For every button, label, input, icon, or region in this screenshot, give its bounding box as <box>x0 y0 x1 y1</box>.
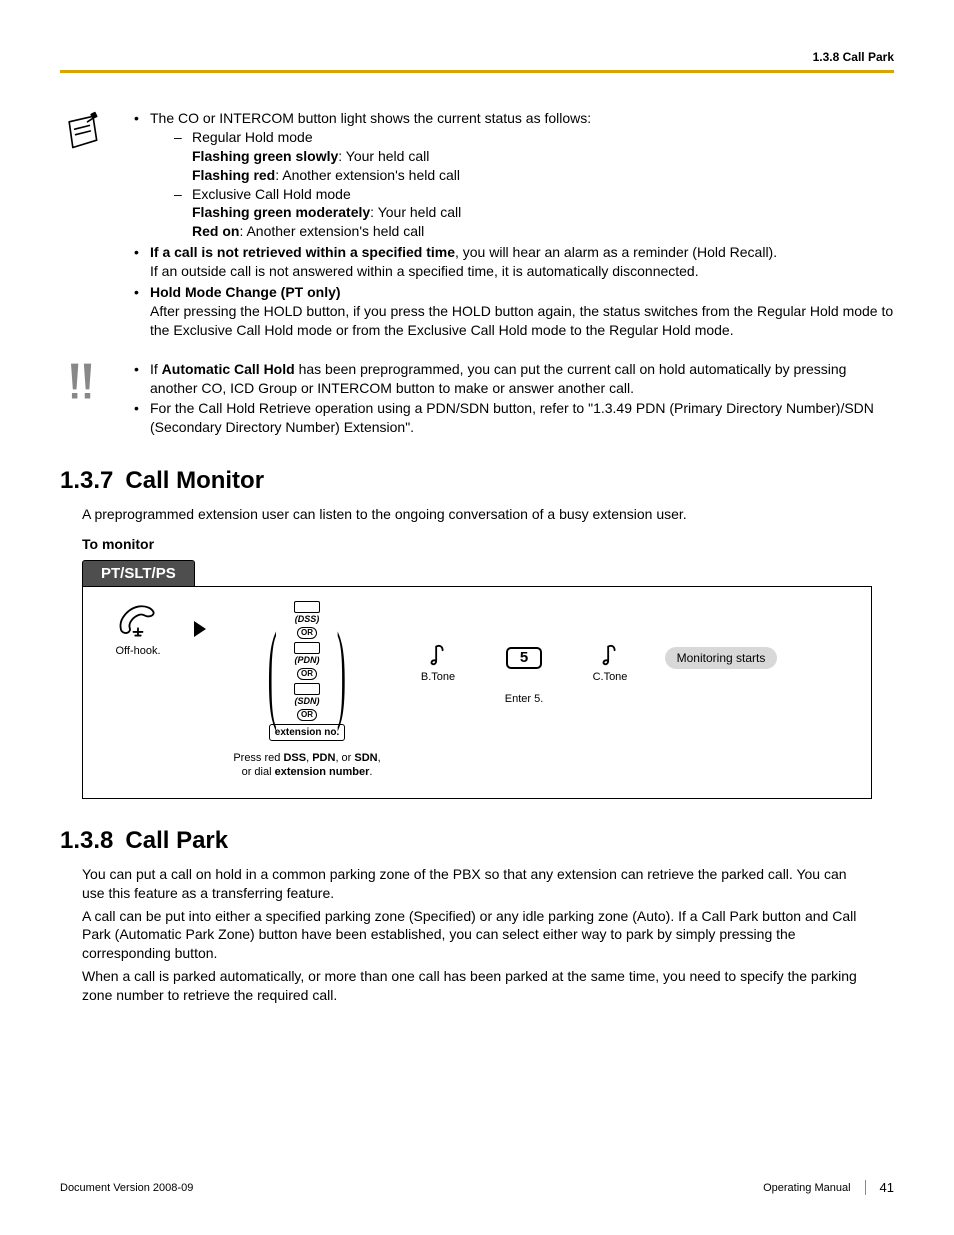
key-label: (PDN) <box>294 655 319 665</box>
text: Regular Hold mode <box>192 129 313 145</box>
text: If a call is not retrieved within a spec… <box>150 244 455 260</box>
paragraph: A preprogrammed extension user can liste… <box>82 505 872 524</box>
key-label: (DSS) <box>295 614 320 624</box>
section-number: 1.3.8 <box>60 827 113 854</box>
dash-item: Regular Hold mode Flashing green slowly:… <box>170 128 894 185</box>
doc-version: Document Version 2008-09 <box>60 1182 193 1194</box>
document-page: 1.3.8 Call Park The CO or INTERCOM butto… <box>0 0 954 1235</box>
bullet-item: If Automatic Call Hold has been preprogr… <box>130 360 894 398</box>
tone-icon <box>599 639 621 667</box>
text: The CO or INTERCOM button light shows th… <box>150 110 591 126</box>
header-section-ref: 1.3.8 Call Park <box>60 50 894 64</box>
key-label: (SDN) <box>294 696 319 706</box>
page-footer: Document Version 2008-09 Operating Manua… <box>60 1180 894 1195</box>
header-divider <box>60 70 894 73</box>
flow-arrow <box>189 601 211 637</box>
text: Automatic Call Hold <box>162 361 295 377</box>
step-btone: B.Tone <box>403 601 473 683</box>
step-label: C.Tone <box>593 671 628 683</box>
section-title: Call Park <box>125 827 228 854</box>
step-offhook: Off-hook. <box>93 601 183 657</box>
text: Flashing green slowly <box>192 148 338 164</box>
step-ctone: C.Tone <box>575 601 645 683</box>
paragraph: When a call is parked automatically, or … <box>82 967 872 1005</box>
or-label: OR <box>297 668 317 680</box>
manual-name: Operating Manual <box>763 1182 850 1194</box>
or-label: OR <box>297 709 317 721</box>
text: After pressing the HOLD button, if you p… <box>150 303 893 338</box>
sub-heading: To monitor <box>82 536 894 552</box>
text: : Your held call <box>338 148 429 164</box>
important-icon <box>60 360 110 440</box>
exclamation-icon <box>60 360 104 404</box>
or-label: OR <box>297 627 317 639</box>
step-label: Enter 5. <box>505 693 544 705</box>
step-label: Press red DSS, PDN, or SDN, or dial exte… <box>233 751 380 780</box>
text: : Another extension's held call <box>239 223 424 239</box>
text: Hold Mode Change (PT only) <box>150 284 341 300</box>
section-heading-138: 1.3.8 Call Park <box>60 827 894 855</box>
tone-icon <box>427 639 449 667</box>
step-label: B.Tone <box>421 671 455 683</box>
text: : Another extension's held call <box>275 167 460 183</box>
bullet-item: The CO or INTERCOM button light shows th… <box>130 109 894 241</box>
text: Flashing red <box>192 167 275 183</box>
dash-item: Exclusive Call Hold mode Flashing green … <box>170 185 894 242</box>
text: Red on <box>192 223 239 239</box>
section-title: Call Monitor <box>125 467 264 494</box>
section-heading-137: 1.3.7 Call Monitor <box>60 467 894 495</box>
note-icon <box>60 109 110 342</box>
text: : Your held call <box>370 204 461 220</box>
section-number: 1.3.7 <box>60 467 113 494</box>
bullet-item: For the Call Hold Retrieve operation usi… <box>130 399 894 437</box>
diagram-tab: PT/SLT/PS <box>82 560 195 586</box>
notepad-icon <box>60 109 104 153</box>
paragraph: A call can be put into either a specifie… <box>82 907 872 964</box>
brace-left-icon: ( <box>268 626 277 716</box>
pdn-key-icon <box>294 642 320 654</box>
step-buttons: ( (DSS) OR (PDN) OR (SDN) OR extension n… <box>217 601 397 780</box>
text: Flashing green moderately <box>192 204 370 220</box>
digit-key: 5 <box>506 647 542 669</box>
step-result: Monitoring starts <box>651 601 791 669</box>
note-block-status: The CO or INTERCOM button light shows th… <box>60 109 894 342</box>
text: If an outside call is not answered withi… <box>150 263 699 279</box>
text: Exclusive Call Hold mode <box>192 186 351 202</box>
handset-icon <box>115 601 161 641</box>
step-label: Off-hook. <box>115 645 160 657</box>
brace-right-icon: ) <box>337 626 346 716</box>
important-block: If Automatic Call Hold has been preprogr… <box>60 360 894 440</box>
text: , you will hear an alarm as a reminder (… <box>455 244 777 260</box>
text: For the Call Hold Retrieve operation usi… <box>150 400 874 435</box>
page-number: 41 <box>865 1180 894 1195</box>
text: If <box>150 361 162 377</box>
bullet-item: If a call is not retrieved within a spec… <box>130 243 894 281</box>
result-pill: Monitoring starts <box>665 647 778 669</box>
sdn-key-icon <box>294 683 320 695</box>
procedure-diagram: PT/SLT/PS Off-hook. ( <box>82 560 872 799</box>
dss-key-icon <box>294 601 320 613</box>
extension-box: extension no. <box>269 724 345 741</box>
step-five: 5 Enter 5. <box>479 601 569 705</box>
bullet-item: Hold Mode Change (PT only) After pressin… <box>130 283 894 340</box>
paragraph: You can put a call on hold in a common p… <box>82 865 872 903</box>
